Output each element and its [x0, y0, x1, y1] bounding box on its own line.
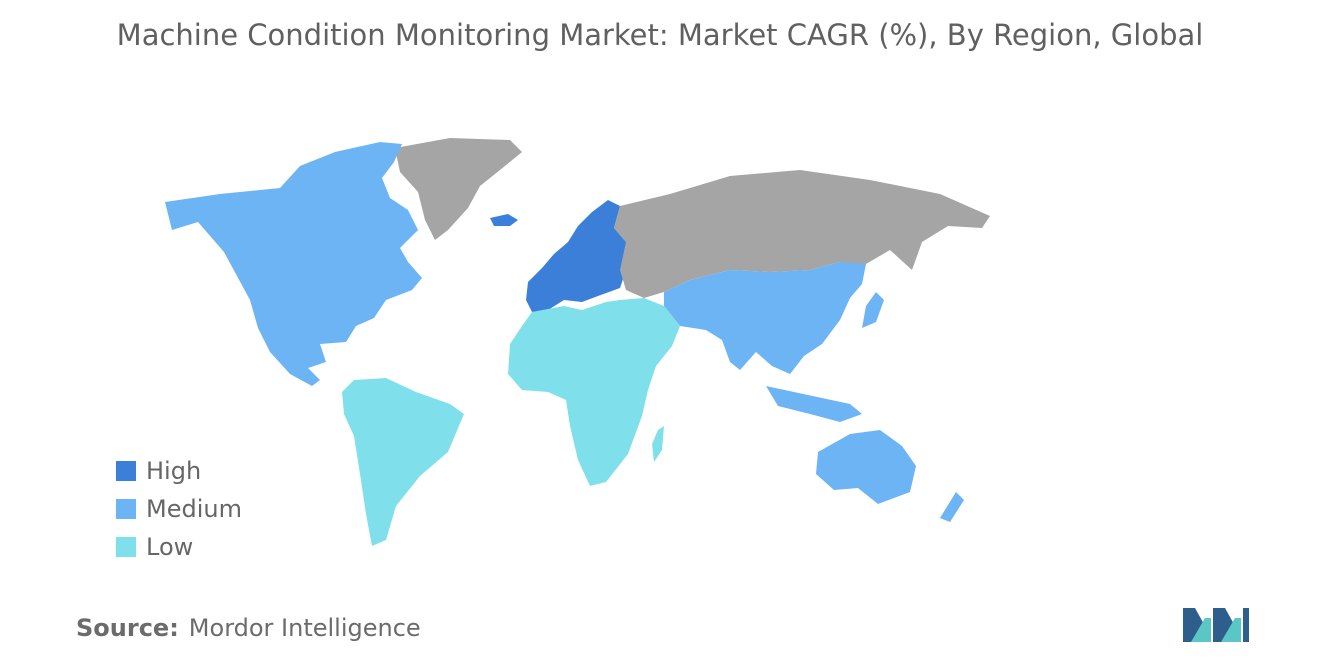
region-southeast-asia: [766, 386, 862, 422]
legend-swatch-low: [116, 537, 136, 557]
region-iceland: [490, 214, 518, 226]
legend-label-high: High: [146, 457, 202, 485]
legend-swatch-high: [116, 461, 136, 481]
region-australia: [816, 430, 916, 504]
legend-swatch-medium: [116, 499, 136, 519]
world-map: [165, 138, 990, 546]
map-legend: High Medium Low: [116, 452, 242, 566]
chart-title: Machine Condition Monitoring Market: Mar…: [116, 18, 1204, 52]
mordor-intelligence-logo-icon: [1183, 608, 1249, 642]
region-south-america: [342, 378, 464, 546]
region-greenland: [395, 138, 522, 240]
region-japan: [862, 292, 884, 328]
region-middle-east-africa: [508, 298, 680, 486]
legend-item-medium: Medium: [116, 490, 242, 528]
region-new-zealand: [940, 492, 964, 522]
legend-item-low: Low: [116, 528, 242, 566]
source-note: Source: Mordor Intelligence: [76, 614, 421, 642]
region-north-america: [165, 142, 422, 386]
region-asia-pacific: [664, 262, 866, 374]
legend-label-low: Low: [146, 533, 194, 561]
region-madagascar: [652, 426, 664, 462]
legend-item-high: High: [116, 452, 242, 490]
region-russia: [614, 170, 990, 298]
region-europe: [526, 200, 626, 312]
legend-label-medium: Medium: [146, 495, 242, 523]
source-value: Mordor Intelligence: [188, 614, 421, 642]
source-label: Source:: [76, 614, 179, 642]
